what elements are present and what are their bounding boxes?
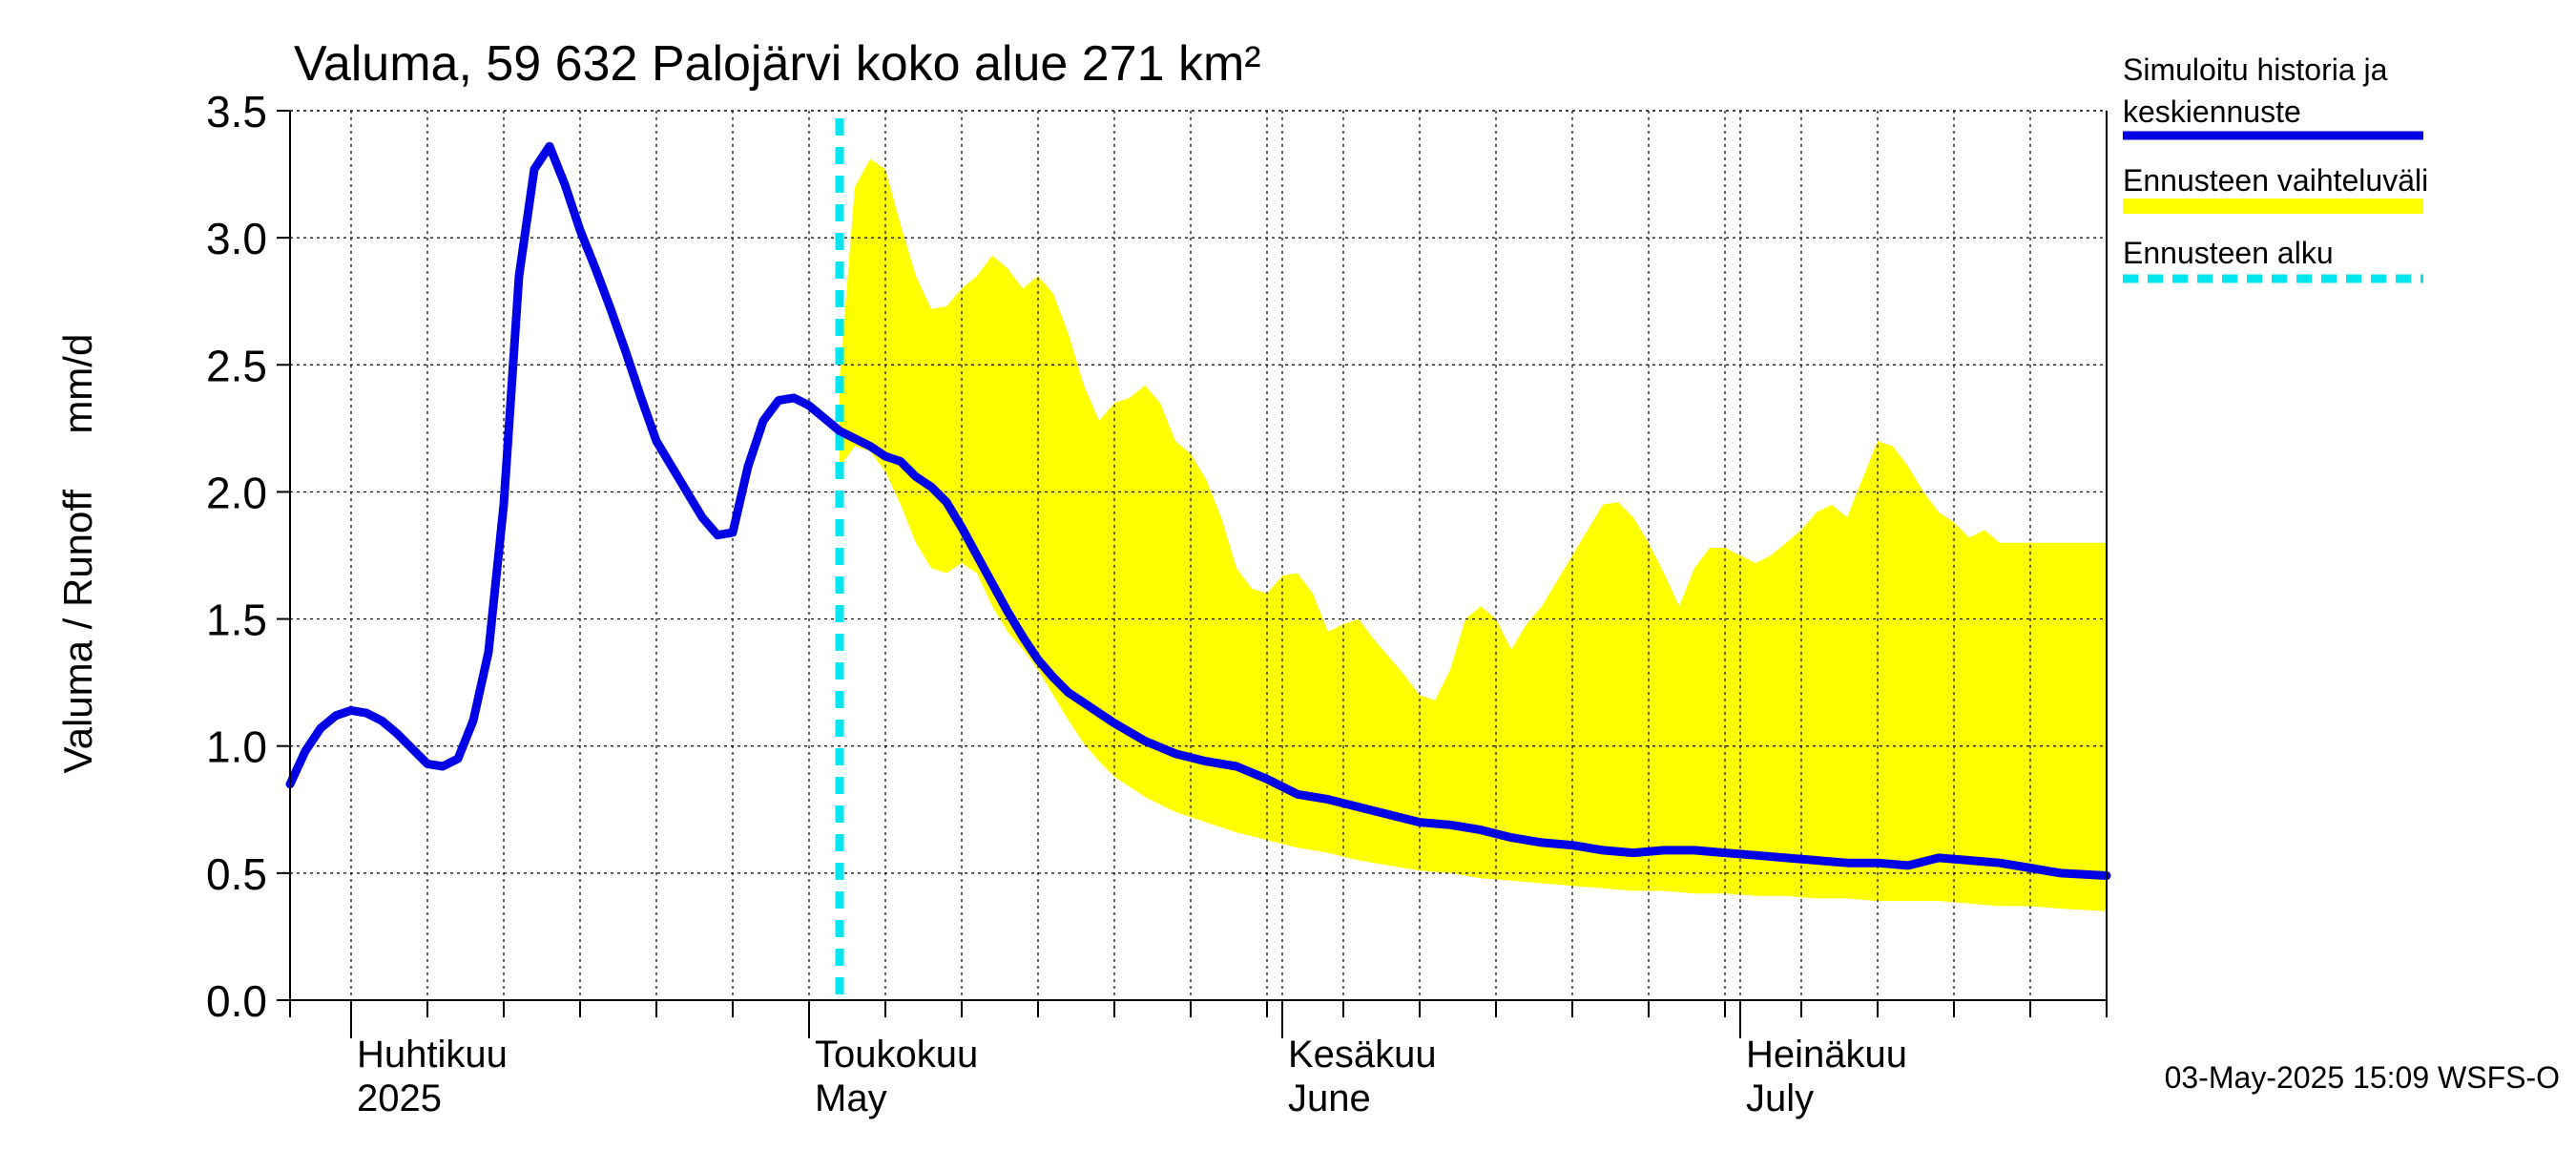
month-sublabel: July <box>1746 1077 1814 1119</box>
month-sublabel: June <box>1288 1077 1371 1119</box>
month-label: Toukokuu <box>815 1034 978 1076</box>
grid-layer <box>290 110 2107 1000</box>
y-tick-label: 1.5 <box>206 596 267 645</box>
legend: Simuloitu historia ja keskiennuste Ennuste… <box>2123 52 2428 283</box>
legend-label-range: Ennusteen vaihteluväli <box>2123 163 2428 198</box>
y-tick-label: 0.0 <box>206 976 267 1026</box>
month-sublabel: 2025 <box>357 1077 442 1119</box>
forecast-band-layer <box>840 158 2107 911</box>
axes-layer <box>289 110 2108 1001</box>
month-label: Kesäkuu <box>1288 1034 1437 1076</box>
y-tick-label: 3.5 <box>206 87 267 136</box>
simulated-mean-line <box>285 141 2111 880</box>
legend-label-forecast-start: Ennusteen alku <box>2123 236 2334 270</box>
y-tick-label: 0.5 <box>206 849 267 899</box>
y-axis-label: Valuma / Runoff mm/d <box>55 334 100 774</box>
month-label: Huhtikuu <box>357 1034 508 1076</box>
y-tick-label: 3.0 <box>206 214 267 263</box>
y-tick-label: 1.0 <box>206 722 267 772</box>
legend-label-history: keskiennuste <box>2123 94 2301 129</box>
y-tick-label: 2.0 <box>206 468 267 517</box>
legend-label-history: Simuloitu historia ja <box>2123 52 2388 87</box>
chart-title: Valuma, 59 632 Palojärvi koko alue 271 k… <box>294 36 1261 92</box>
y-tick-label: 2.5 <box>206 341 267 390</box>
month-label: Heinäkuu <box>1746 1034 1907 1076</box>
footer-timestamp: 03-May-2025 15:09 WSFS-O <box>2165 1060 2560 1095</box>
forecast-range-band <box>840 158 2107 911</box>
month-sublabel: May <box>815 1077 887 1119</box>
series-layer <box>285 141 2111 880</box>
legend-swatch-range <box>2123 199 2423 214</box>
